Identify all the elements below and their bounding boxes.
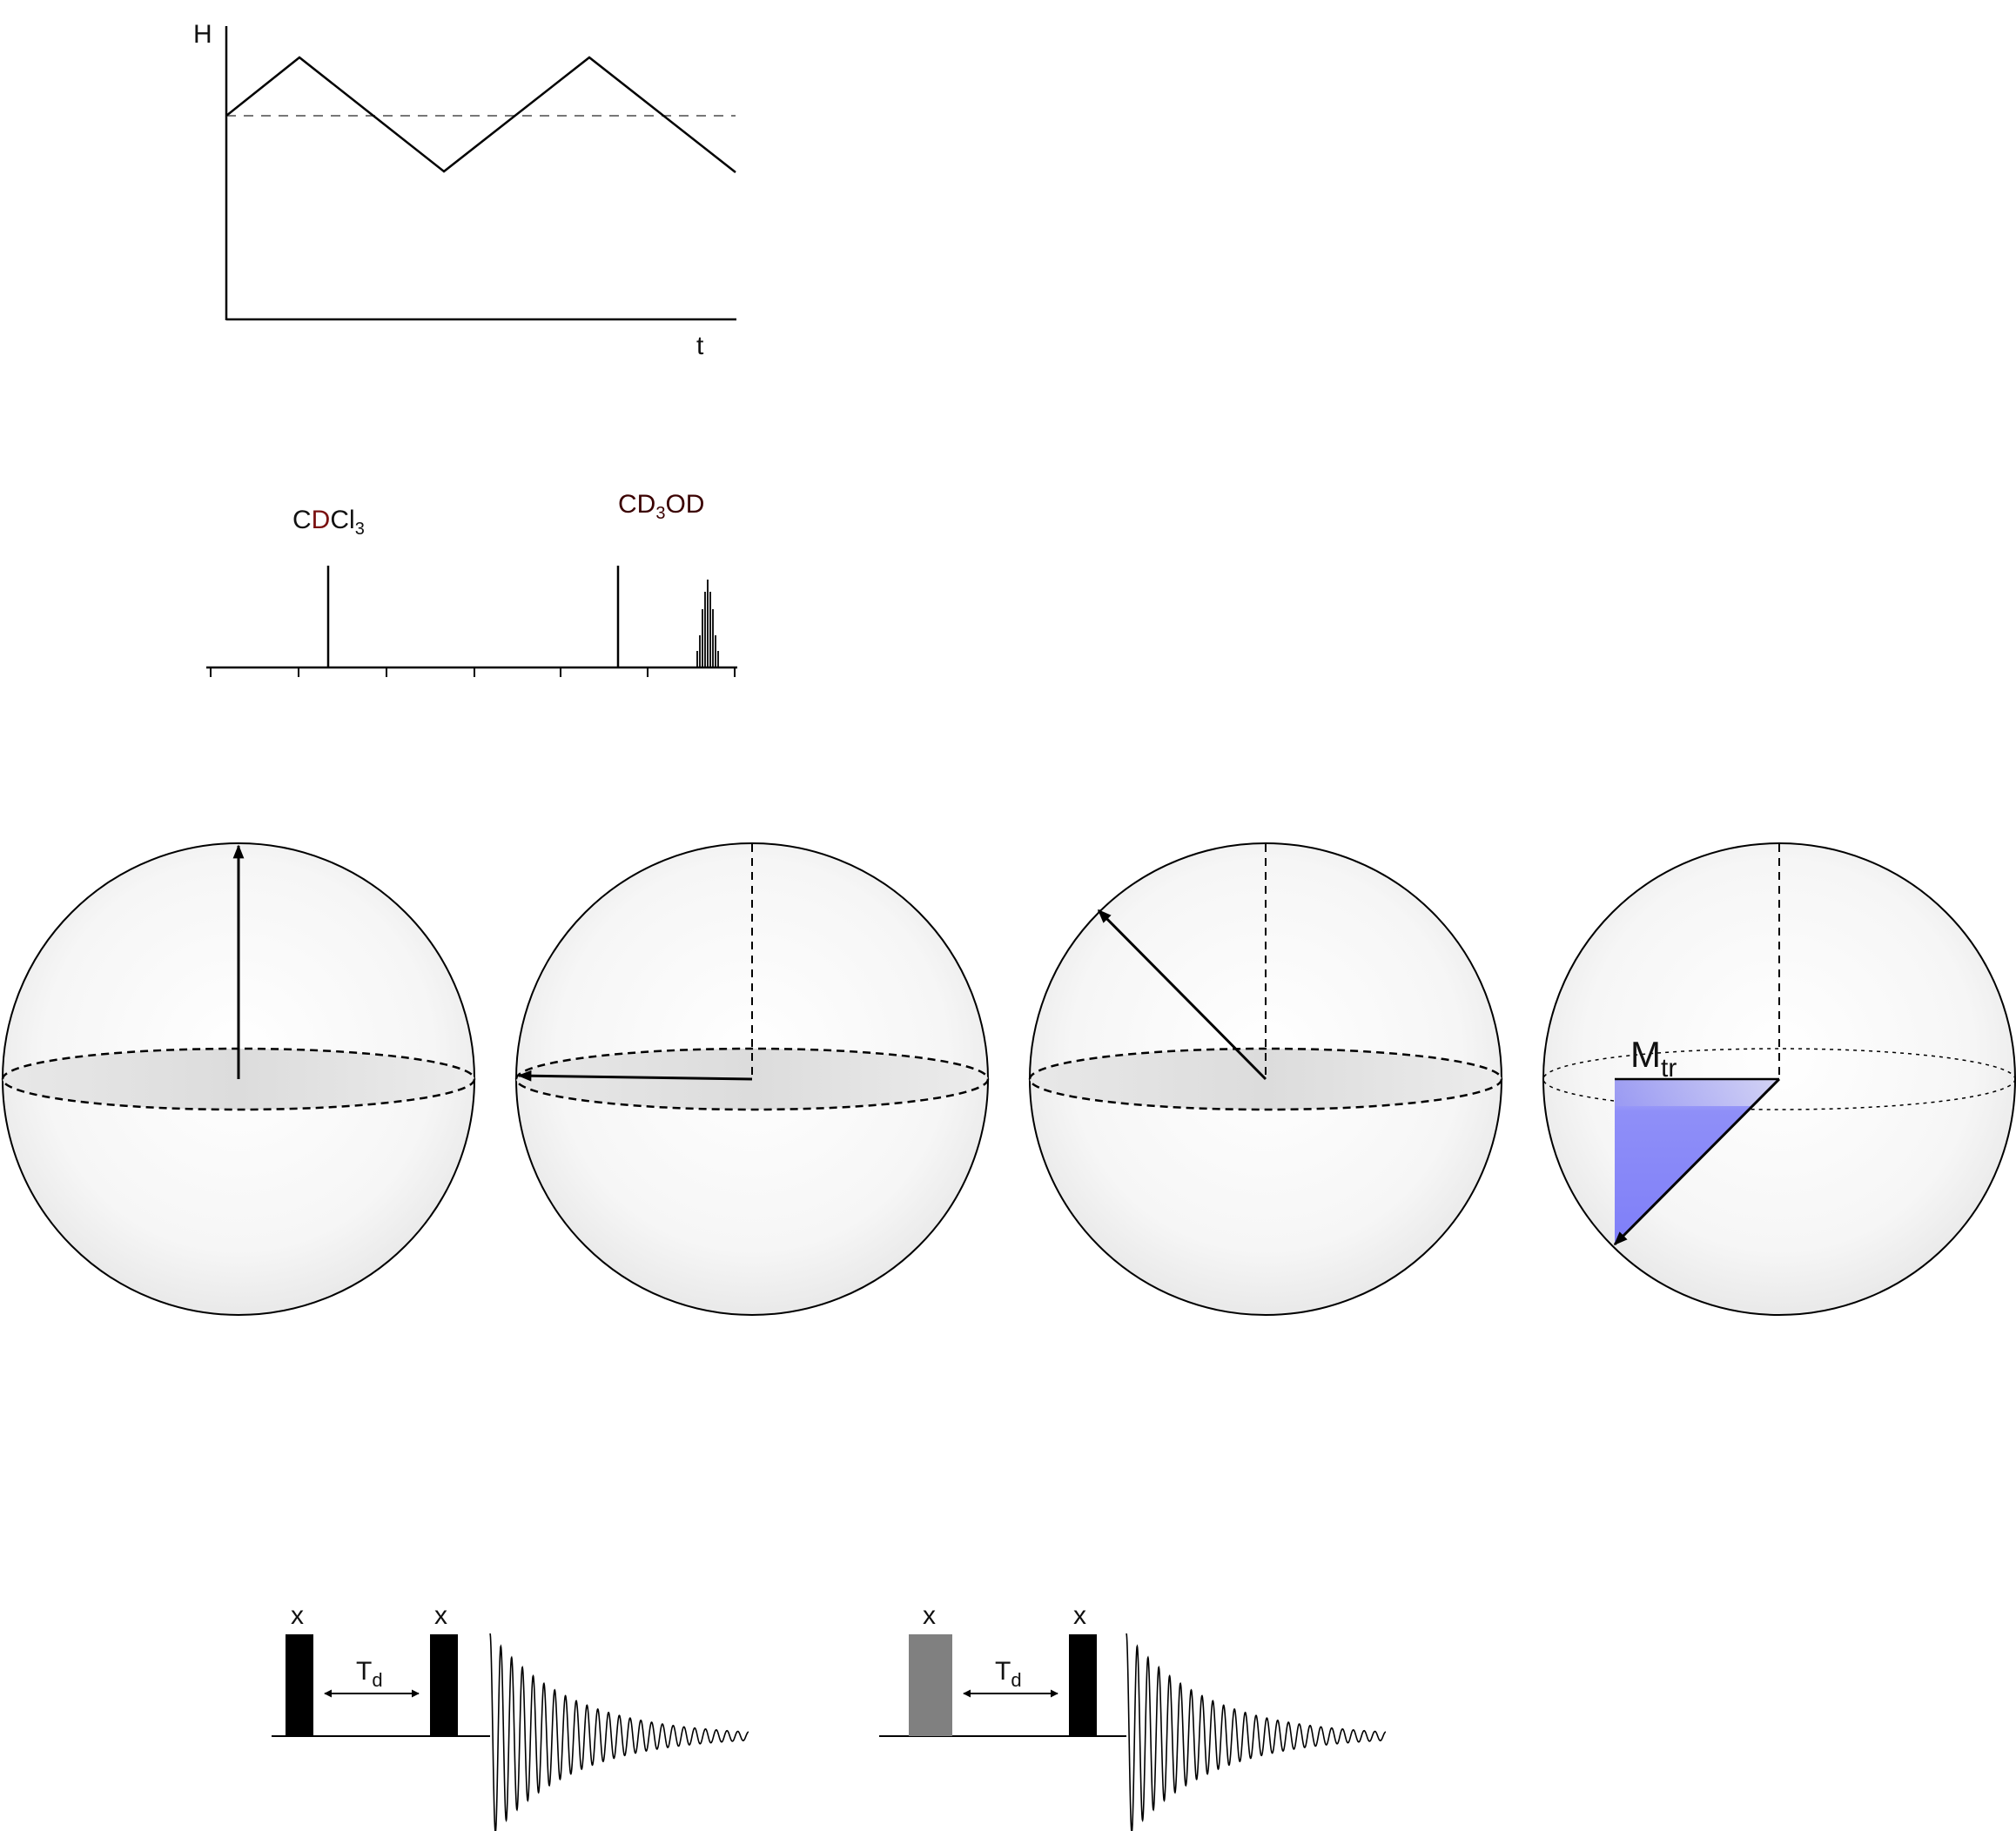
- pulse-2-phase-label: x: [434, 1601, 447, 1630]
- pulse-1-phase-label: x: [923, 1601, 936, 1630]
- spectrum-ticks: [210, 667, 736, 677]
- pulse-sequence-1: x x Td: [272, 1601, 749, 1831]
- bloch-sphere-1: [1, 842, 476, 1316]
- field-vs-time-plot: H t: [193, 20, 736, 360]
- field-sawtooth-line: [225, 56, 736, 173]
- cdcl3-label: CDCl3: [292, 506, 365, 539]
- pulse-2: [430, 1634, 458, 1736]
- pulse-2-phase-label: x: [1073, 1601, 1086, 1630]
- magnetization-vector-tilted: [1097, 909, 1267, 1081]
- magnetization-vector-transverse: [517, 1070, 753, 1082]
- delay-label: Td: [356, 1657, 383, 1691]
- cd3od-label: CD3OD: [618, 490, 704, 523]
- pulse-2: [1069, 1634, 1097, 1736]
- equatorial-plane: [1542, 1048, 2016, 1110]
- pulse-sequence-2: x x Td: [879, 1601, 1387, 1831]
- pulse-1: [286, 1634, 313, 1736]
- transverse-top-band: [1615, 1079, 1779, 1106]
- bloch-sphere-2: [514, 842, 990, 1316]
- pulse-1-gray: [909, 1634, 952, 1736]
- bloch-sphere-3: [1028, 842, 1503, 1316]
- transverse-magnetization-label: Mtr: [1630, 1034, 1677, 1083]
- y-axis-label: H: [193, 20, 212, 49]
- delay-label: Td: [995, 1657, 1022, 1691]
- bloch-sphere-4: Mtr: [1542, 842, 2016, 1316]
- x-axis-label: t: [696, 332, 704, 360]
- nmr-spectrum: CDCl3 CD3OD: [206, 490, 737, 677]
- magnetization-vector-down: [1613, 1077, 1781, 1246]
- pulse-1-phase-label: x: [291, 1601, 304, 1630]
- multiplet-peak: [696, 580, 719, 667]
- fid-signal: [1126, 1633, 1387, 1831]
- fid-signal: [489, 1633, 749, 1831]
